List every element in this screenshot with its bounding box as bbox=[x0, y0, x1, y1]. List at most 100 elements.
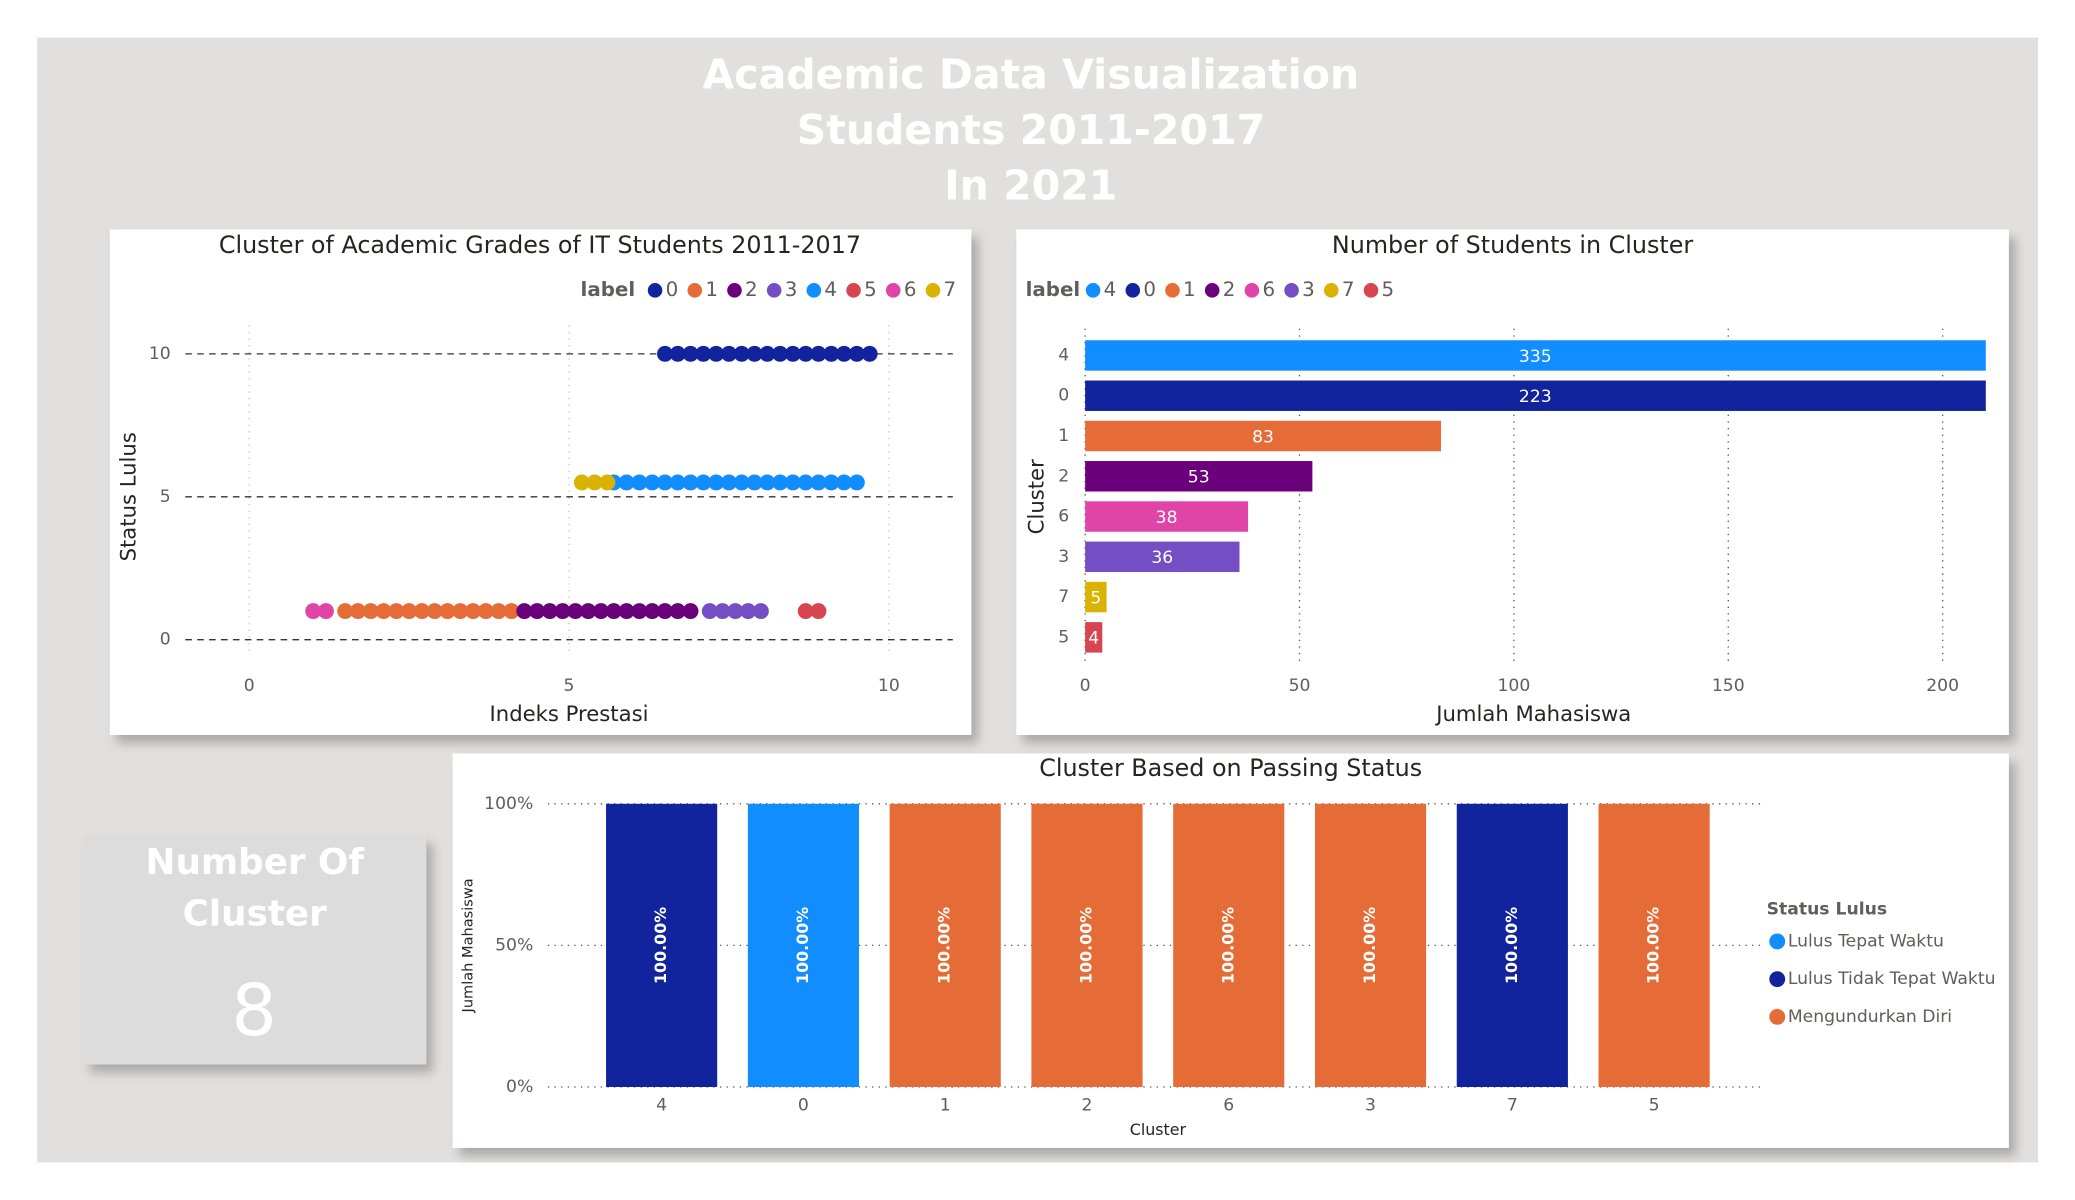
legend-label: 7 bbox=[1342, 278, 1355, 301]
scatter-point bbox=[477, 603, 494, 620]
card-title: Number Of Cluster bbox=[145, 842, 364, 935]
legend-marker bbox=[846, 283, 861, 298]
scatter-point bbox=[657, 345, 673, 362]
bar-segment bbox=[1173, 803, 1285, 1087]
scatter-point bbox=[721, 474, 737, 491]
legend-marker bbox=[806, 283, 822, 298]
data-label: 83 bbox=[1252, 427, 1274, 447]
bar bbox=[1085, 340, 1986, 371]
data-label: 53 bbox=[1188, 468, 1210, 488]
scatter-point bbox=[797, 603, 814, 620]
legend-label: 6 bbox=[904, 278, 917, 301]
bar-segment bbox=[1031, 803, 1143, 1087]
legend-marker bbox=[1204, 283, 1220, 298]
bar-segment bbox=[747, 803, 859, 1087]
legend-label: 0 bbox=[1143, 278, 1156, 301]
data-label: 100.00% bbox=[651, 907, 670, 984]
x-tick-label: 1 bbox=[940, 1096, 951, 1116]
bar-segment bbox=[1456, 803, 1568, 1087]
scatter-point bbox=[669, 474, 686, 491]
legend-label: 3 bbox=[1302, 278, 1315, 301]
scatter-point bbox=[669, 603, 686, 620]
legend-label: Lulus Tidak Tepat Waktu bbox=[1788, 969, 1996, 989]
legend-marker bbox=[885, 283, 901, 298]
scatter-point bbox=[810, 603, 827, 620]
bar bbox=[1085, 461, 1313, 492]
legend-marker bbox=[1769, 1008, 1786, 1025]
scatter-point bbox=[784, 345, 801, 362]
scatter-point bbox=[657, 474, 673, 491]
y-tick-label: 6 bbox=[1058, 507, 1069, 527]
y-axis-title: Status Lulus bbox=[116, 432, 141, 561]
scatter-point bbox=[708, 345, 725, 362]
scatter-point bbox=[682, 603, 699, 620]
legend-label: 1 bbox=[705, 278, 718, 301]
scatter-point bbox=[746, 474, 763, 491]
bar bbox=[1085, 420, 1442, 452]
y-tick-label: 4 bbox=[1058, 345, 1069, 365]
legend-marker bbox=[1769, 971, 1786, 988]
x-tick-label: 0 bbox=[244, 676, 255, 696]
y-tick-label: 1 bbox=[1058, 426, 1069, 446]
legend-marker bbox=[925, 283, 941, 298]
scatter-point bbox=[541, 603, 558, 620]
y-tick-label: 50% bbox=[495, 935, 533, 955]
scatter-point bbox=[682, 474, 699, 491]
bar-segment bbox=[1314, 803, 1427, 1087]
legend-label: 7 bbox=[944, 278, 957, 301]
legend-marker bbox=[687, 283, 703, 298]
legend-label: Lulus Tepat Waktu bbox=[1788, 931, 1944, 951]
scatter-point bbox=[516, 603, 533, 620]
scatter-point bbox=[618, 603, 635, 620]
scatter-point bbox=[644, 474, 661, 491]
scatter-point bbox=[797, 345, 814, 362]
scatter-point bbox=[669, 345, 686, 362]
scatter-point bbox=[695, 474, 712, 491]
y-tick-label: 3 bbox=[1058, 547, 1069, 567]
bar bbox=[1085, 622, 1103, 653]
scatter-point bbox=[305, 603, 322, 620]
data-label: 100.00% bbox=[1502, 907, 1521, 984]
legend-marker bbox=[647, 283, 663, 298]
scatter-point bbox=[759, 474, 776, 491]
legend-label: 2 bbox=[1223, 278, 1236, 301]
chart-title: Number of Students in Cluster bbox=[1332, 231, 1693, 259]
scatter-point bbox=[797, 474, 814, 491]
data-label: 5 bbox=[1090, 588, 1101, 608]
legend-marker bbox=[1244, 283, 1260, 298]
x-tick-label: 150 bbox=[1712, 676, 1745, 696]
scatter-point bbox=[823, 345, 840, 362]
data-label: 100.00% bbox=[935, 907, 954, 984]
scatter-point bbox=[772, 474, 789, 491]
card-value: 8 bbox=[231, 969, 276, 1052]
scatter-point bbox=[337, 603, 354, 620]
scatter-point bbox=[861, 345, 878, 362]
scatter-point bbox=[733, 345, 750, 362]
scatter-point bbox=[401, 603, 418, 620]
scatter-point bbox=[375, 603, 392, 620]
scatter-point bbox=[708, 474, 725, 491]
data-label: 100.00% bbox=[1644, 907, 1663, 984]
legend-label: 6 bbox=[1262, 278, 1275, 301]
chart-title: Cluster Based on Passing Status bbox=[1039, 754, 1422, 782]
legend-label: 5 bbox=[864, 278, 877, 301]
bar bbox=[1085, 581, 1107, 613]
bar bbox=[1085, 380, 1986, 411]
scatter-point bbox=[452, 603, 469, 620]
legend-label: 3 bbox=[785, 278, 798, 301]
scatter-point bbox=[682, 345, 699, 362]
legend-title: label bbox=[581, 278, 636, 301]
x-tick-label: 3 bbox=[1365, 1096, 1376, 1116]
scatter-point bbox=[318, 603, 334, 620]
legend-label: Mengundurkan Diri bbox=[1788, 1007, 1952, 1027]
x-tick-label: 10 bbox=[878, 676, 900, 696]
legend-marker bbox=[766, 283, 782, 298]
x-tick-label: 5 bbox=[1649, 1096, 1660, 1116]
scatter-point bbox=[465, 603, 482, 620]
data-label: 36 bbox=[1151, 548, 1173, 568]
legend-marker bbox=[1165, 283, 1180, 298]
x-tick-label: 4 bbox=[656, 1096, 667, 1116]
legend-label: 2 bbox=[745, 278, 758, 301]
y-tick-label: 2 bbox=[1058, 466, 1069, 486]
